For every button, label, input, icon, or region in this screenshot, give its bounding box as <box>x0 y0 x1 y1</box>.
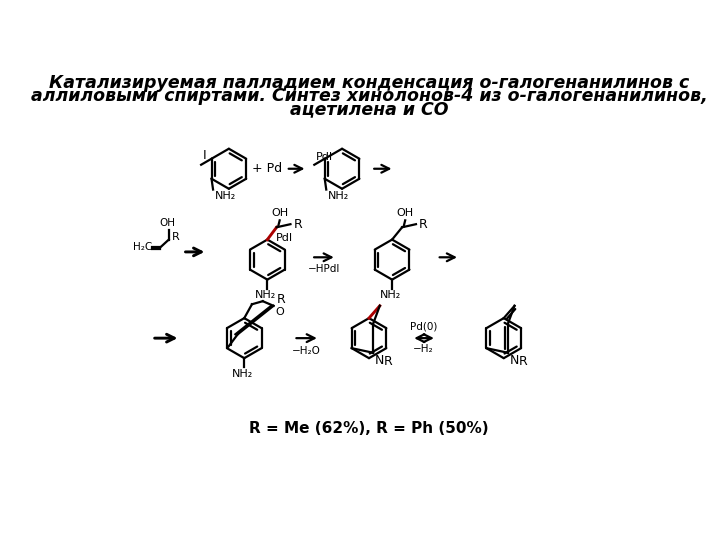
Text: OH: OH <box>397 208 414 218</box>
Text: R: R <box>419 218 428 231</box>
Text: O: O <box>276 307 284 318</box>
Text: PdI: PdI <box>276 233 293 244</box>
Text: H₂C: H₂C <box>132 242 152 252</box>
Text: аллиловыми спиртами. Синтез хинолонов-4 из о-галогенанилинов,: аллиловыми спиртами. Синтез хинолонов-4 … <box>31 87 707 105</box>
Text: R: R <box>518 355 528 368</box>
Text: −H₂O: −H₂O <box>292 346 321 356</box>
Text: + Pd: + Pd <box>252 162 282 176</box>
Text: ацетилена и СО: ацетилена и СО <box>289 100 449 118</box>
Text: OH: OH <box>159 218 175 228</box>
Text: NH₂: NH₂ <box>380 291 401 300</box>
Text: NH₂: NH₂ <box>215 191 236 201</box>
Text: NH₂: NH₂ <box>255 291 276 300</box>
Text: OH: OH <box>271 208 288 218</box>
Text: −H₂: −H₂ <box>413 345 434 354</box>
Text: N: N <box>510 354 519 367</box>
Text: Pd(0): Pd(0) <box>410 322 437 332</box>
Text: R: R <box>172 232 179 242</box>
Text: −HPdI: −HPdI <box>307 264 340 274</box>
Text: N: N <box>375 354 384 367</box>
Text: I: I <box>202 150 207 163</box>
Text: NH₂: NH₂ <box>328 191 349 201</box>
Text: R: R <box>294 218 302 231</box>
Text: R: R <box>384 355 392 368</box>
Text: R = Me (62%), R = Ph (50%): R = Me (62%), R = Ph (50%) <box>249 421 489 436</box>
Text: PdI: PdI <box>316 152 333 163</box>
Text: R: R <box>276 293 285 306</box>
Text: NH₂: NH₂ <box>232 369 253 379</box>
Text: Катализируемая палладием конденсация о-галогенанилинов с: Катализируемая палладием конденсация о-г… <box>49 75 689 92</box>
